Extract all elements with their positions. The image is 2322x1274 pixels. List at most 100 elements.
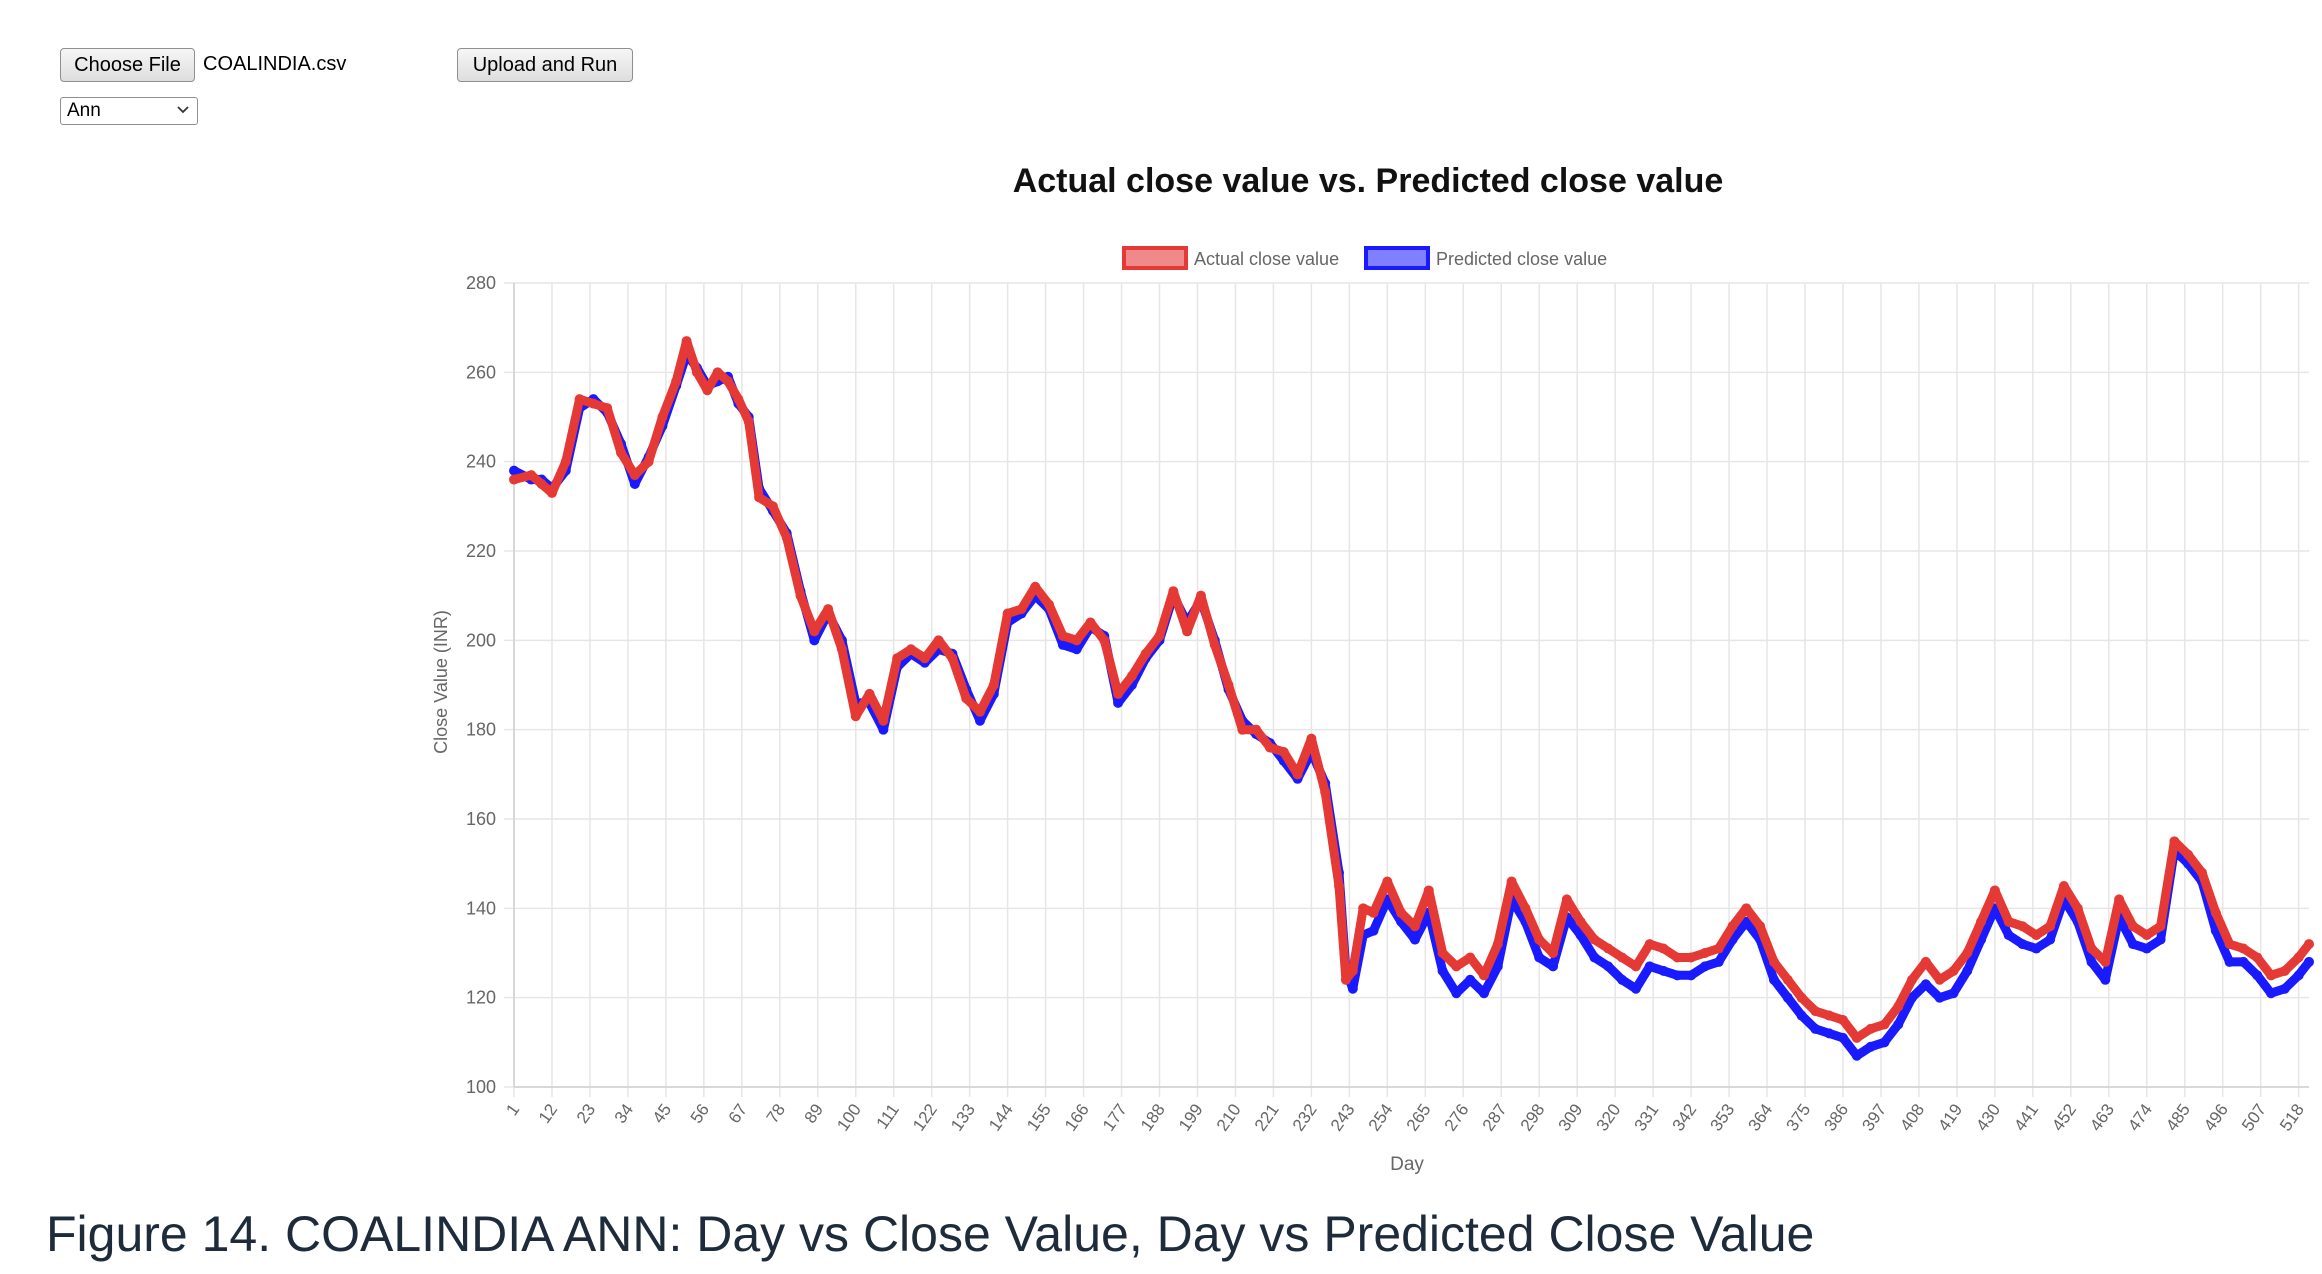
point-actual [1879,1019,1890,1030]
point-actual [2031,930,2042,941]
x-tick-label: 430 [1972,1100,2004,1134]
x-tick-label: 166 [1061,1100,1093,1134]
point-predicted [2141,943,2152,954]
close-value-chart: 100 120 140 160 180 200 220 240 260 280 1 12 23 34 45… [431,162,2314,1175]
x-tick-label: 496 [2200,1100,2232,1134]
x-tick-label: 89 [801,1100,827,1126]
point-actual [743,416,754,427]
point-actual [588,398,599,409]
x-tick-label: 254 [1365,1100,1397,1134]
point-actual [1713,943,1724,954]
point-predicted [1948,988,1959,999]
x-tick-label: 199 [1175,1100,1207,1134]
point-actual [988,680,999,690]
point-actual [1358,903,1369,914]
point-predicted [2003,930,2014,941]
x-tick-label: 474 [2124,1100,2156,1134]
point-actual [702,385,713,396]
selected-file-name: COALINDIA.csv [203,53,347,75]
chart-title: Actual close value vs. Predicted close v… [1013,162,1724,200]
point-predicted [1465,974,1476,985]
point-actual [1589,934,1600,945]
point-predicted [1962,965,1973,976]
x-axis-label: Day [1390,1154,1424,1175]
point-predicted [2266,988,2277,999]
point-actual [1347,965,1358,976]
point-actual [2266,970,2277,981]
point-actual [767,501,778,512]
point-predicted [1548,961,1559,972]
point-actual [1278,747,1289,757]
point-actual [2141,930,2152,941]
point-actual [616,447,627,458]
x-tick-label: 408 [1896,1100,1928,1134]
point-predicted [1865,1041,1876,1052]
point-actual [733,394,744,405]
x-tick-label: 331 [1631,1100,1663,1134]
point-actual [1223,680,1234,690]
point-actual [509,474,519,485]
y-tick-label: 180 [466,720,496,740]
point-actual [1782,974,1793,985]
upload-and-run-button[interactable]: Upload and Run [457,48,633,82]
x-tick-label: 386 [1820,1100,1852,1134]
point-actual [1520,903,1531,914]
point-actual [1044,599,1055,610]
y-tick-label: 100 [466,1077,496,1097]
point-actual [2045,921,2056,932]
point-predicted [1782,992,1793,1003]
point-actual [1741,903,1752,914]
point-actual [1920,956,1931,967]
legend-swatch-actual [1122,246,1188,270]
point-actual [2304,939,2314,950]
y-axis-ticks: 100 120 140 160 180 200 220 240 260 280 [466,273,496,1097]
point-predicted [1837,1032,1848,1043]
point-actual [1057,630,1068,641]
x-tick-label: 485 [2162,1100,2194,1134]
chart-grid [504,282,2309,1097]
point-actual [1727,921,1738,932]
point-predicted [1879,1037,1890,1048]
point-actual [2293,952,2304,963]
x-tick-label: 56 [687,1100,713,1126]
point-actual [892,653,903,664]
x-tick-label: 441 [2010,1100,2042,1134]
point-actual [1699,948,1710,958]
x-tick-label: 276 [1441,1100,1473,1134]
point-actual [1893,1001,1904,1012]
x-tick-label: 353 [1707,1100,1739,1134]
point-predicted [1575,930,1586,941]
point-predicted [1768,974,1779,985]
point-actual [1002,608,1013,619]
point-actual [1506,876,1517,887]
point-actual [574,394,585,405]
model-select[interactable]: Ann [60,97,198,125]
point-actual [1561,894,1572,905]
point-actual [1824,1010,1835,1021]
point-actual [1251,724,1262,735]
chart-series [509,336,2314,1061]
point-actual [2252,952,2263,963]
point-actual [1209,639,1220,650]
point-predicted [2017,939,2028,950]
x-tick-label: 375 [1782,1100,1814,1134]
point-actual [919,653,930,664]
point-actual [1334,881,1345,891]
x-tick-label: 111 [873,1100,903,1132]
choose-file-button[interactable]: Choose File [60,48,195,82]
point-actual [1113,688,1124,699]
point-actual [933,635,944,646]
point-predicted [1617,974,1628,985]
x-tick-label: 23 [573,1100,599,1126]
point-actual [795,590,806,601]
point-predicted [2224,956,2235,967]
point-predicted [1644,961,1655,972]
x-tick-label: 419 [1934,1100,1966,1134]
point-predicted [1492,961,1503,972]
point-actual [546,487,557,498]
point-actual [1292,769,1303,780]
point-actual [1264,742,1275,753]
point-actual [1382,876,1393,887]
point-predicted [1409,934,1420,945]
point-actual [781,532,792,543]
